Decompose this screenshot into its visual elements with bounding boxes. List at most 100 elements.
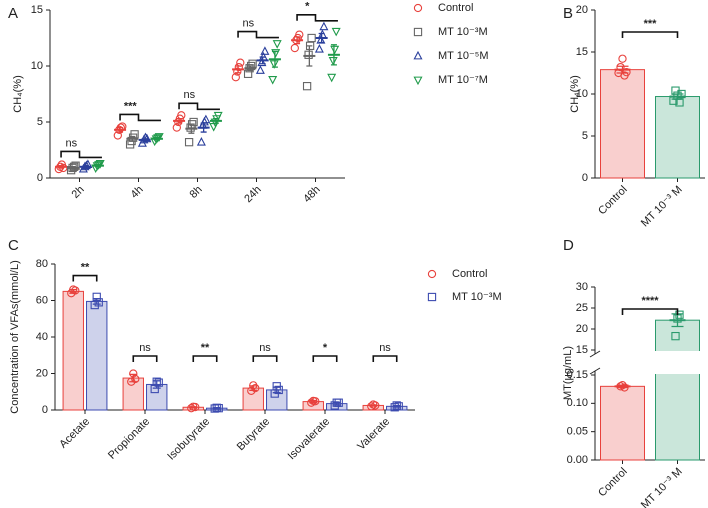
data-point bbox=[257, 57, 267, 67]
data-point bbox=[327, 73, 337, 83]
significance-label: ns bbox=[183, 89, 195, 101]
y-tick-label: 20 bbox=[576, 323, 588, 335]
data-point bbox=[319, 21, 329, 31]
x-tick-label: Control bbox=[596, 184, 630, 218]
data-point bbox=[675, 98, 684, 107]
y-tick-label: 5 bbox=[582, 130, 588, 142]
panel-letter: A bbox=[8, 5, 18, 22]
data-point bbox=[622, 68, 631, 77]
legend-marker bbox=[413, 76, 423, 86]
data-point bbox=[331, 27, 341, 37]
panel-letter: D bbox=[563, 237, 574, 254]
panel-letter: C bbox=[8, 237, 19, 254]
data-point bbox=[92, 292, 101, 301]
data-point bbox=[187, 404, 196, 413]
x-tick-label: Isobutyrate bbox=[165, 416, 212, 463]
y-tick-label: 15 bbox=[31, 4, 43, 16]
data-point bbox=[152, 377, 161, 386]
significance-bracket bbox=[621, 31, 679, 38]
data-point bbox=[304, 50, 313, 59]
y-axis-label: CH₄(%) bbox=[12, 75, 24, 113]
legend-marker bbox=[413, 27, 423, 37]
x-tick-label: Valerate bbox=[355, 416, 392, 453]
error-bar bbox=[129, 135, 136, 142]
data-point bbox=[255, 65, 265, 74]
data-point bbox=[307, 33, 316, 43]
x-tick-label: MT 10⁻³ M bbox=[639, 184, 685, 230]
x-tick-label: 48h bbox=[301, 184, 322, 205]
data-point bbox=[231, 73, 240, 82]
significance-bracket bbox=[621, 308, 679, 315]
significance-bracket bbox=[296, 14, 338, 22]
data-point bbox=[314, 44, 324, 53]
data-point bbox=[184, 138, 194, 147]
data-point bbox=[131, 374, 140, 384]
bar bbox=[655, 96, 700, 179]
error-bar bbox=[247, 65, 254, 72]
data-point bbox=[213, 111, 223, 121]
data-point bbox=[71, 286, 80, 295]
data-point bbox=[677, 89, 686, 99]
x-tick-label: Control bbox=[596, 466, 630, 500]
error-bar bbox=[235, 65, 242, 74]
data-point bbox=[233, 67, 242, 76]
error-bar bbox=[153, 137, 160, 141]
data-point bbox=[290, 43, 299, 53]
y-tick-label: 20 bbox=[36, 367, 48, 379]
y-axis-label: MT(μg/mL) bbox=[562, 346, 574, 400]
significance-bracket bbox=[252, 355, 278, 362]
data-point bbox=[616, 382, 625, 391]
error-bar bbox=[141, 138, 148, 142]
bar bbox=[600, 385, 645, 461]
y-tick-label: 0 bbox=[582, 172, 588, 184]
data-point bbox=[675, 310, 684, 319]
data-point bbox=[311, 397, 320, 406]
error-bar bbox=[259, 56, 266, 65]
x-tick-label: Isovalerate bbox=[286, 416, 333, 463]
y-tick-label: 5 bbox=[37, 116, 43, 128]
error-bar bbox=[94, 163, 101, 168]
error-bar bbox=[189, 406, 198, 409]
data-point bbox=[269, 60, 279, 69]
data-point bbox=[94, 298, 103, 307]
data-point bbox=[271, 49, 281, 58]
data-point bbox=[620, 383, 629, 392]
data-point bbox=[616, 62, 625, 72]
legend-label: MT 10⁻³M bbox=[452, 291, 502, 303]
x-tick-label: Butyrate bbox=[235, 416, 272, 453]
data-point bbox=[302, 82, 312, 91]
error-bar bbox=[152, 380, 161, 389]
legend-marker bbox=[427, 269, 437, 279]
error-bar bbox=[212, 406, 221, 410]
y-tick-label: 40 bbox=[36, 331, 48, 343]
data-point bbox=[236, 58, 245, 67]
data-point bbox=[274, 385, 283, 395]
y-tick-label: 10 bbox=[576, 88, 588, 100]
data-point bbox=[268, 76, 278, 85]
error-bar bbox=[392, 404, 401, 408]
significance-label: ns bbox=[65, 137, 77, 149]
error-bar bbox=[294, 36, 301, 45]
legend-label: Control bbox=[452, 268, 487, 280]
x-tick-label: 8h bbox=[188, 184, 205, 201]
significance-label: ** bbox=[81, 261, 90, 273]
panel-letter: B bbox=[563, 5, 573, 22]
legend-label: MT 10⁻³M bbox=[438, 26, 488, 38]
data-point bbox=[392, 401, 401, 410]
data-point bbox=[307, 398, 316, 407]
data-point bbox=[196, 137, 206, 146]
data-point bbox=[371, 401, 380, 410]
y-tick-label: 0.15 bbox=[567, 369, 588, 381]
bar bbox=[62, 290, 84, 411]
data-point bbox=[394, 402, 403, 411]
error-bar bbox=[369, 404, 378, 407]
significance-label: *** bbox=[124, 100, 138, 112]
significance-label: * bbox=[323, 342, 328, 354]
y-tick-label: 20 bbox=[576, 4, 588, 16]
data-point bbox=[367, 402, 376, 411]
error-bar bbox=[117, 126, 124, 133]
data-point bbox=[189, 117, 198, 127]
bar bbox=[655, 319, 700, 461]
axis-break bbox=[589, 350, 601, 375]
y-tick-label: 0.00 bbox=[567, 454, 588, 466]
